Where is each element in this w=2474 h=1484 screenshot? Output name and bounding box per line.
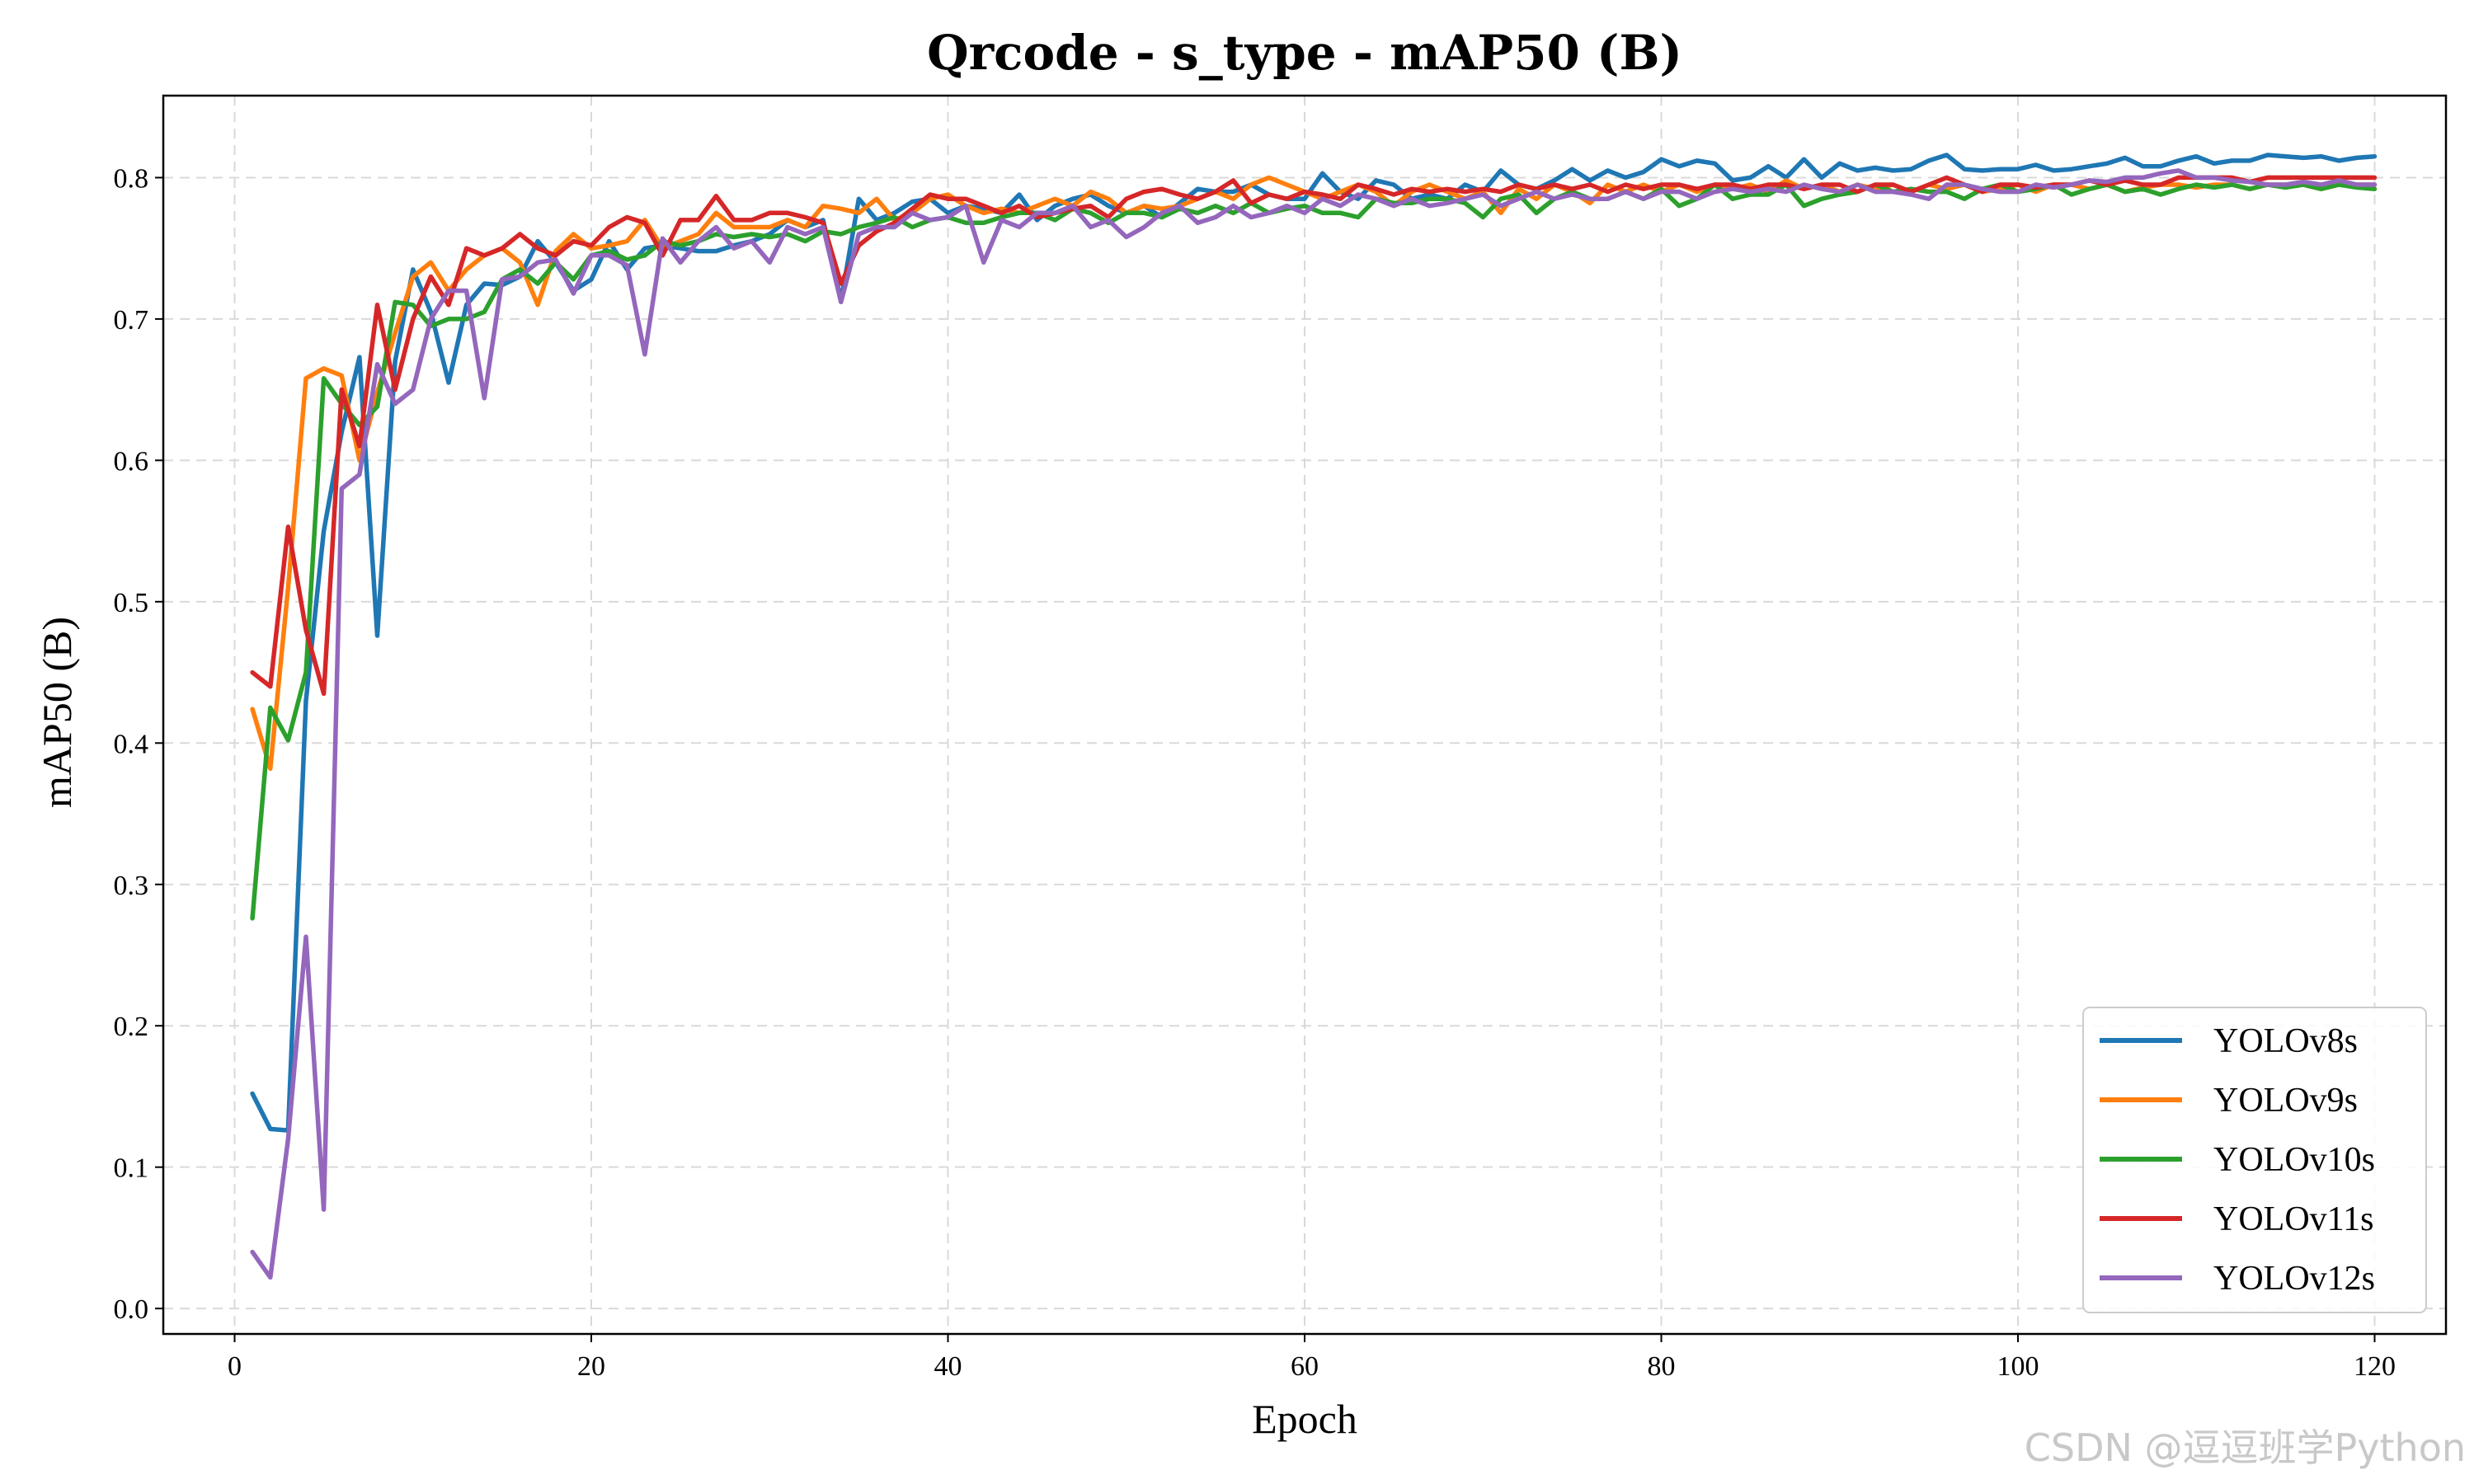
- series-lines: [250, 153, 2378, 1280]
- x-tick-label: 0: [228, 1351, 242, 1382]
- chart-title: Qrcode - s_type - mAP50 (B): [927, 25, 1682, 81]
- x-tick-label: 120: [2354, 1351, 2396, 1382]
- x-axis-ticks: 0 20 40 60 80 100 120: [228, 1334, 2396, 1382]
- y-tick-label: 0.3: [114, 871, 149, 901]
- legend-entry-label: YOLOv9s: [2213, 1082, 2358, 1120]
- legend-entry-label: YOLOv10s: [2213, 1141, 2375, 1179]
- legend-entry-label: YOLOv11s: [2213, 1200, 2373, 1238]
- y-tick-label: 0.7: [114, 305, 149, 336]
- grid-lines: [163, 96, 2446, 1334]
- x-tick-label: 100: [1997, 1351, 2039, 1382]
- series-line-yolov12s: [250, 168, 2378, 1280]
- y-tick-label: 0.6: [114, 446, 149, 477]
- y-tick-label: 0.2: [114, 1012, 149, 1042]
- watermark-text: CSDN @逗逗班学Python: [2025, 1425, 2466, 1470]
- series-line-yolov11s: [250, 175, 2378, 697]
- legend-box: [2082, 1007, 2427, 1313]
- legend-entry-label: YOLOv8s: [2213, 1022, 2358, 1060]
- x-tick-label: 20: [577, 1351, 605, 1382]
- y-tick-label: 0.1: [114, 1153, 149, 1184]
- x-axis-label: Epoch: [1252, 1396, 1357, 1442]
- y-axis-label: mAP50 (B): [34, 617, 80, 808]
- x-tick-label: 80: [1648, 1351, 1676, 1382]
- x-tick-label: 40: [934, 1351, 962, 1382]
- y-tick-label: 0.5: [114, 588, 149, 618]
- y-tick-label: 0.4: [114, 729, 149, 759]
- legend: YOLOv8s YOLOv9s YOLOv10s YOLOv11s YOLOv12s: [2082, 1007, 2427, 1313]
- x-tick-label: 60: [1291, 1351, 1319, 1382]
- y-tick-label: 0.8: [114, 163, 149, 194]
- legend-entry-label: YOLOv12s: [2213, 1260, 2375, 1298]
- y-axis-ticks: 0.0 0.1 0.2 0.3 0.4 0.5 0.6 0.7 0.8: [114, 163, 163, 1325]
- y-tick-label: 0.0: [114, 1294, 149, 1325]
